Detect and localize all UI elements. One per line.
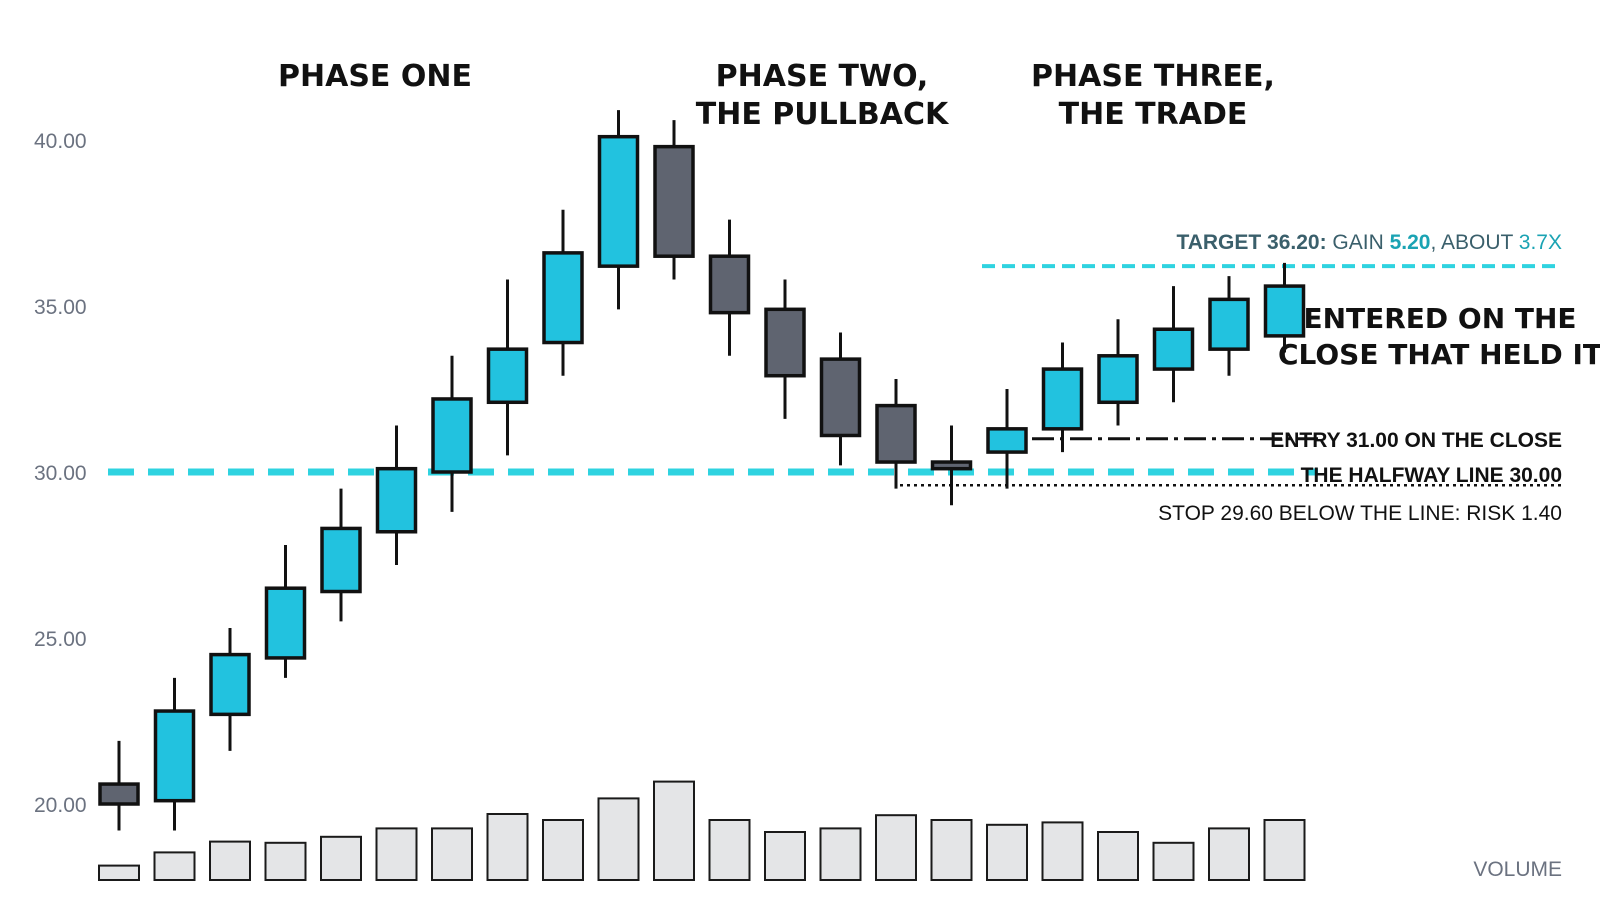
entered-annotation-line2: CLOSE THAT HELD IT xyxy=(1278,338,1600,371)
candle xyxy=(875,379,917,489)
volume-bar xyxy=(764,831,806,881)
y-tick-label: 30.00 xyxy=(34,462,87,485)
y-tick-label: 20.00 xyxy=(34,794,87,817)
candle-body-down xyxy=(930,460,973,471)
candle-body-up xyxy=(431,397,473,474)
candle-body-up xyxy=(153,709,196,803)
candle xyxy=(320,488,362,622)
target-label: TARGET 36.20: GAIN 5.20, ABOUT 3.7X xyxy=(1176,231,1562,254)
entered-annotation-line1: ENTERED ON THE xyxy=(1303,302,1576,335)
candle xyxy=(98,740,140,831)
candle-body-up xyxy=(542,251,584,345)
candle-body-down xyxy=(653,144,695,258)
candle-body-up xyxy=(1263,284,1306,338)
level-lines xyxy=(108,264,1562,487)
halfway-label: THE HALFWAY LINE 30.00 xyxy=(1301,464,1562,487)
volume-bar xyxy=(375,827,418,882)
target-label-ratio-value: 3.7X xyxy=(1519,231,1562,254)
volume-label: VOLUME xyxy=(1473,858,1562,881)
candle xyxy=(542,209,584,376)
volume-bar xyxy=(708,819,751,881)
volume-bar xyxy=(1097,831,1139,881)
target-label-gain-value: 5.20 xyxy=(1390,231,1431,254)
candle xyxy=(264,545,307,678)
volume-bar xyxy=(653,780,695,881)
volume-bar xyxy=(1041,821,1084,882)
candle-body-up xyxy=(1208,297,1250,351)
candle xyxy=(1041,342,1084,453)
volume-bar xyxy=(819,827,862,882)
candle xyxy=(597,110,640,310)
volume-bar xyxy=(1152,841,1195,881)
candle-body-down xyxy=(708,254,751,315)
candle-body-down xyxy=(875,403,917,464)
candle xyxy=(1208,276,1250,376)
volume-bar xyxy=(542,819,584,881)
y-tick-label: 40.00 xyxy=(34,130,87,153)
volume-bar xyxy=(1263,819,1306,881)
candle-body-up xyxy=(597,134,640,268)
y-tick-label: 35.00 xyxy=(34,296,87,319)
candle-body-up xyxy=(1097,354,1139,405)
candle-body-up xyxy=(375,466,418,534)
phase-one-title: PHASE ONE xyxy=(278,59,472,94)
candle-body-up xyxy=(1041,367,1084,431)
volume-bar xyxy=(153,851,196,882)
volume-bar xyxy=(486,813,529,881)
volume-bar xyxy=(98,864,140,881)
candle xyxy=(819,332,862,466)
candle-body-up xyxy=(986,427,1028,454)
candle-body-up xyxy=(209,652,251,717)
volume-bar xyxy=(320,835,362,881)
phase-three-title-line1: PHASE THREE, xyxy=(1031,59,1275,94)
target-label-ratio-text: , ABOUT xyxy=(1430,231,1518,254)
candle-body-down xyxy=(98,782,140,806)
volume-bar xyxy=(1208,827,1250,882)
volume-bar xyxy=(264,841,307,881)
volume-bar xyxy=(930,819,973,881)
entry-label: ENTRY 31.00 ON THE CLOSE xyxy=(1270,429,1562,452)
phase-two-title-line2: THE PULLBACK xyxy=(696,97,950,132)
candle xyxy=(375,425,418,565)
volume-bar xyxy=(431,827,473,882)
candle xyxy=(1152,286,1195,403)
candles xyxy=(98,110,1306,831)
target-label-gain-text: GAIN xyxy=(1327,231,1390,254)
candle xyxy=(986,389,1028,489)
candle-body-up xyxy=(1152,327,1195,371)
volume-bar xyxy=(986,823,1028,881)
candle xyxy=(930,425,973,506)
candle xyxy=(431,355,473,512)
phase-two-title-line1: PHASE TWO, xyxy=(716,59,929,94)
candle xyxy=(1263,262,1306,353)
candle xyxy=(653,120,695,280)
candle-body-down xyxy=(764,307,806,378)
y-axis: 40.00 35.00 30.00 25.00 20.00 xyxy=(34,130,87,817)
target-label-price: TARGET 36.20: xyxy=(1176,231,1326,254)
volume-bars xyxy=(98,780,1306,882)
stop-label: STOP 29.60 BELOW THE LINE: RISK 1.40 xyxy=(1158,502,1562,525)
candle-body-up xyxy=(486,347,529,405)
volume-bar xyxy=(597,797,640,882)
candle-body-up xyxy=(320,526,362,594)
candle xyxy=(486,279,529,456)
candle xyxy=(708,219,751,356)
y-tick-label: 25.00 xyxy=(34,628,87,651)
phase-three-title-line2: THE TRADE xyxy=(1059,97,1248,132)
candle-body-up xyxy=(264,586,307,660)
volume-bar xyxy=(875,814,917,882)
candle xyxy=(153,677,196,831)
candle-body-down xyxy=(819,357,862,438)
candle xyxy=(1097,319,1139,426)
candle xyxy=(764,279,806,419)
candle xyxy=(209,628,251,751)
volume-bar xyxy=(209,840,251,881)
